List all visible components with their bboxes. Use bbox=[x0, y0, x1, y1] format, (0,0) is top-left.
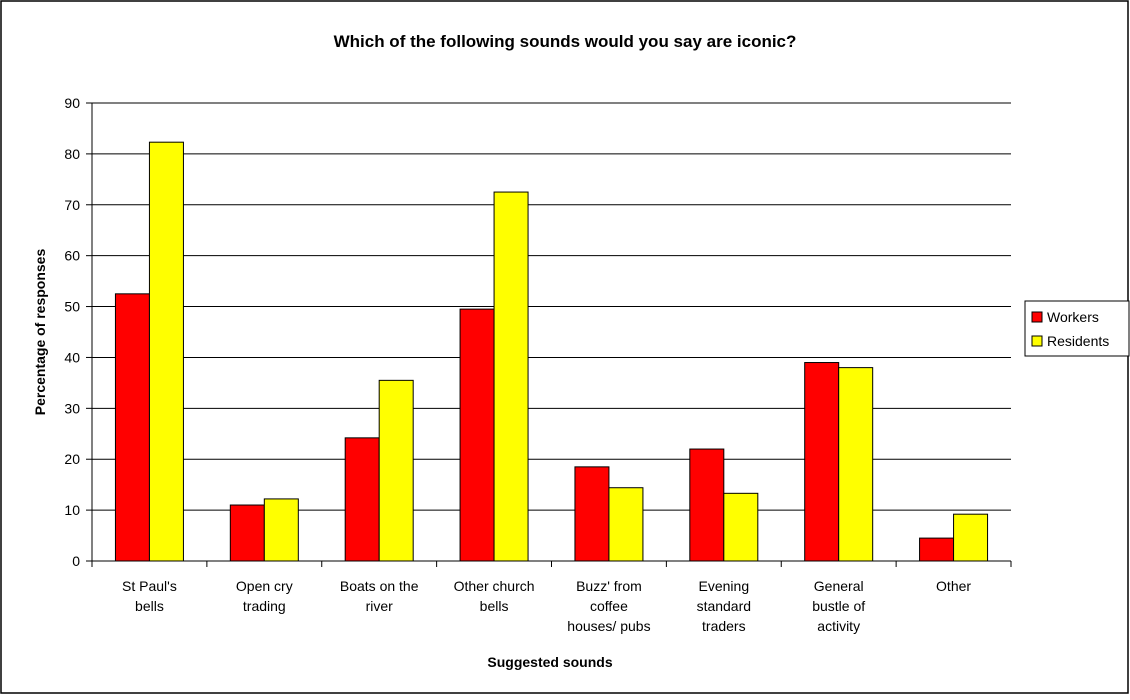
bar-workers bbox=[344, 437, 380, 562]
bar-residents bbox=[953, 513, 989, 562]
x-tick-label-line: Other bbox=[936, 578, 971, 594]
x-tick-label-line: General bbox=[814, 578, 864, 594]
x-tick-label-line: traders bbox=[702, 618, 746, 634]
bar-residents bbox=[723, 492, 759, 562]
legend-label-workers: Workers bbox=[1047, 309, 1099, 325]
x-tick-label-line: Boats on the bbox=[340, 578, 419, 594]
x-tick-label: Evening standard traders bbox=[697, 578, 751, 634]
x-tick-label: Boats on the river bbox=[340, 578, 419, 614]
x-axis-tick-labels: St Paul's bells Open cry trading Boats on th… bbox=[122, 578, 971, 634]
bar-residents bbox=[838, 367, 874, 562]
y-tick-label: 80 bbox=[64, 146, 80, 162]
x-tick-label: Buzz' from coffee houses/ pubs bbox=[567, 578, 650, 634]
x-tick-label-line: river bbox=[366, 598, 394, 614]
x-tick-label-line: Open cry bbox=[236, 578, 293, 594]
y-tick-label: 30 bbox=[64, 400, 80, 416]
x-axis-title: Suggested sounds bbox=[487, 654, 612, 670]
x-tick-label-line: houses/ pubs bbox=[567, 618, 650, 634]
bar-residents bbox=[608, 487, 644, 562]
x-tick-label-line: St Paul's bbox=[122, 578, 177, 594]
x-tick-label-line: Buzz' from bbox=[576, 578, 642, 594]
x-tick-label-line: trading bbox=[243, 598, 286, 614]
y-tick-label: 60 bbox=[64, 248, 80, 264]
y-tick-label: 70 bbox=[64, 197, 80, 213]
bar-residents bbox=[148, 141, 184, 562]
x-tick-label-line: standard bbox=[697, 598, 751, 614]
bar-residents bbox=[263, 498, 299, 562]
chart-title: Which of the following sounds would you … bbox=[334, 32, 797, 51]
x-tick-label: Other church bells bbox=[454, 578, 535, 614]
bar-workers bbox=[919, 537, 955, 562]
y-axis-ticks: 0 10 20 30 40 50 60 70 80 90 bbox=[64, 95, 92, 569]
bar-workers bbox=[804, 362, 840, 562]
legend-box bbox=[1024, 300, 1130, 357]
x-tick-label: Other bbox=[936, 578, 971, 594]
x-tick-label-line: Other church bbox=[454, 578, 535, 594]
y-tick-label: 20 bbox=[64, 451, 80, 467]
x-tick-label-line: bustle of bbox=[812, 598, 865, 614]
y-tick-label: 50 bbox=[64, 299, 80, 315]
bar-residents bbox=[493, 191, 529, 562]
x-tick-label: Open cry trading bbox=[236, 578, 293, 614]
y-tick-label: 90 bbox=[64, 95, 80, 111]
bar-workers bbox=[574, 466, 610, 562]
x-tick-label-line: bells bbox=[135, 598, 164, 614]
legend-label-residents: Residents bbox=[1047, 333, 1109, 349]
bar-workers bbox=[459, 308, 495, 562]
legend-swatch-workers bbox=[1031, 311, 1043, 323]
legend-swatch-residents bbox=[1031, 335, 1043, 347]
legend: Workers Residents bbox=[1024, 300, 1130, 357]
x-tick-label-line: coffee bbox=[590, 598, 628, 614]
y-tick-label: 40 bbox=[64, 349, 80, 365]
x-tick-label: St Paul's bells bbox=[122, 578, 177, 614]
x-tick-label: General bustle of activity bbox=[812, 578, 865, 634]
y-tick-label: 10 bbox=[64, 502, 80, 518]
axes bbox=[91, 103, 1012, 567]
bars bbox=[114, 141, 989, 562]
y-tick-label: 0 bbox=[72, 553, 80, 569]
bar-workers bbox=[114, 293, 150, 562]
bar-residents bbox=[378, 379, 414, 562]
x-tick-label-line: bells bbox=[480, 598, 509, 614]
x-tick-label-line: activity bbox=[817, 618, 860, 634]
bar-workers bbox=[689, 448, 725, 562]
y-axis-title: Percentage of responses bbox=[32, 249, 48, 416]
bar-workers bbox=[229, 504, 265, 562]
x-tick-label-line: Evening bbox=[699, 578, 750, 594]
